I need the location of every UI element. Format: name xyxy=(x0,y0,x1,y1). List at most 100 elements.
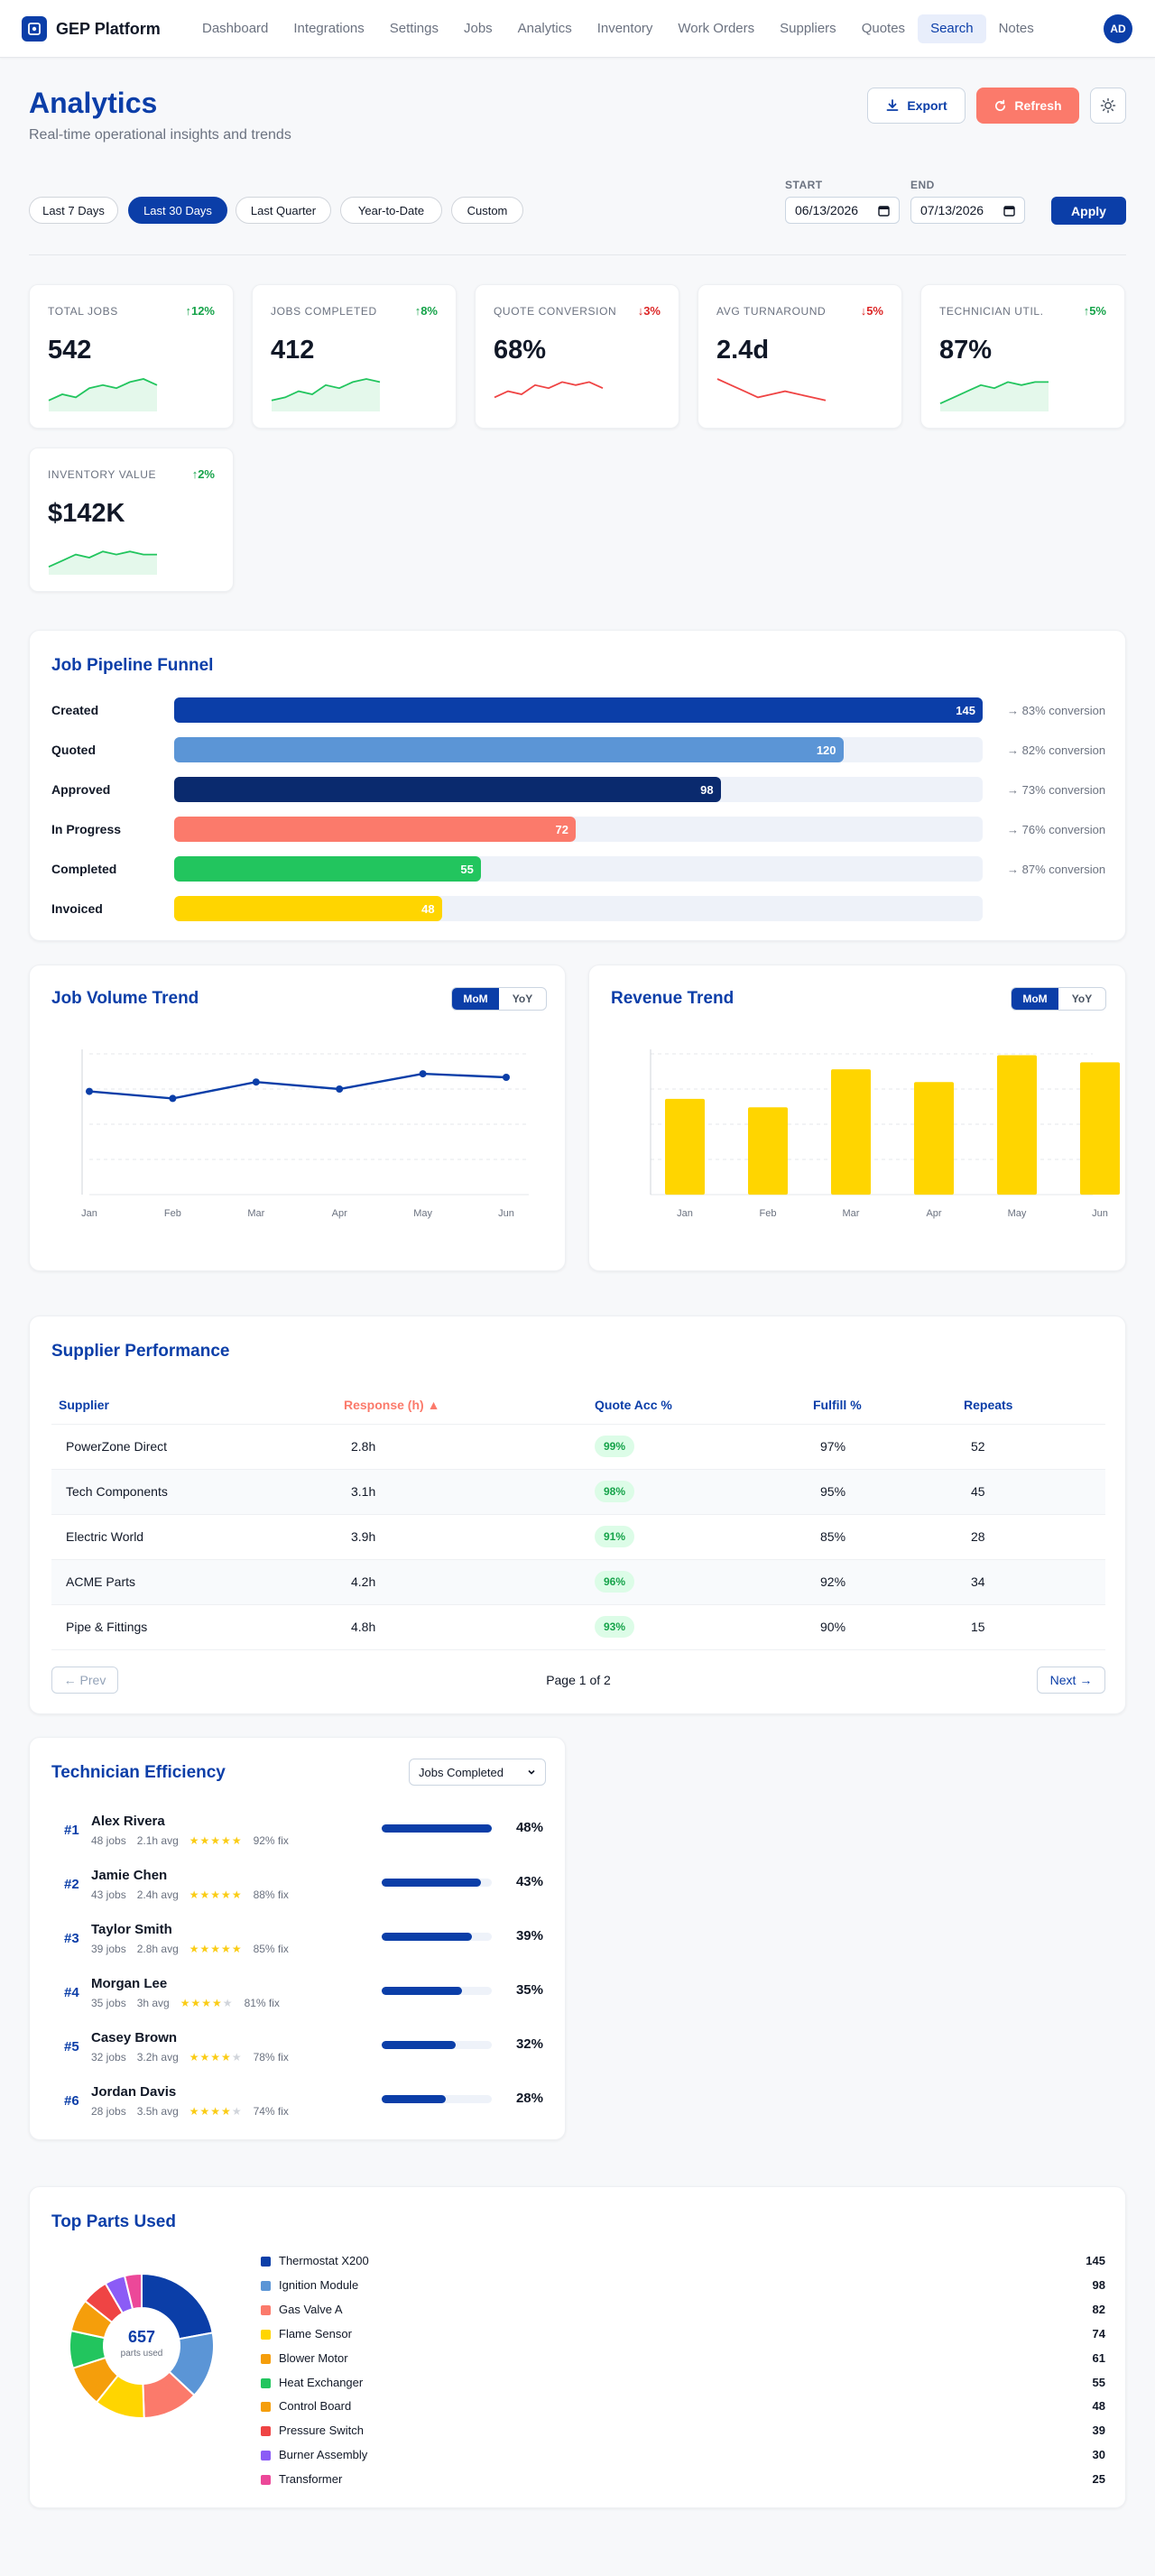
table-row[interactable]: Electric World 3.9h 91% 85% 28 xyxy=(51,1514,1105,1559)
tech-rank: #2 xyxy=(64,1877,79,1892)
x-tick-label: Mar xyxy=(247,1208,264,1219)
column-header[interactable]: Repeats xyxy=(964,1398,1013,1412)
legend-swatch xyxy=(261,2377,271,2388)
star-icon: ★ xyxy=(180,1997,191,2009)
export-button[interactable]: Export xyxy=(867,88,966,124)
funnel-stage-label: Created xyxy=(51,703,99,717)
kpi-value: 412 xyxy=(271,336,315,365)
nav-link-search[interactable]: Search xyxy=(918,14,986,43)
funnel-stage-label: In Progress xyxy=(51,822,122,836)
theme-toggle-button[interactable] xyxy=(1090,88,1126,124)
quote-accuracy-badge: 93% xyxy=(595,1616,635,1638)
kpi-label: TOTAL JOBS xyxy=(48,305,118,318)
toggle-mom[interactable]: MoM xyxy=(452,988,499,1010)
funnel-stage-label: Invoiced xyxy=(51,901,103,916)
legend-item: Control Board 48 xyxy=(261,2398,1105,2414)
end-date-input[interactable]: 07/13/2026 xyxy=(910,197,1025,224)
kpi-delta: ↓3% xyxy=(638,304,661,318)
column-header[interactable]: Supplier xyxy=(59,1398,110,1412)
table-row[interactable]: Tech Components 3.1h 98% 95% 45 xyxy=(51,1469,1105,1514)
star-icon: ★ xyxy=(210,2051,222,2064)
kpi-sparkline xyxy=(48,378,158,411)
donut-slice[interactable] xyxy=(123,2272,143,2311)
range-last-30-days[interactable]: Last 30 Days xyxy=(128,197,227,224)
legend-item: Flame Sensor 74 xyxy=(261,2326,1105,2342)
legend-name: Ignition Module xyxy=(279,2277,359,2292)
range-last-7-days[interactable]: Last 7 Days xyxy=(29,197,118,224)
legend-value: 145 xyxy=(1086,2254,1105,2267)
revenue-bar[interactable] xyxy=(748,1107,788,1195)
revenue-bar[interactable] xyxy=(1080,1062,1120,1195)
parts-card: Top Parts Used 657 parts used Thermostat… xyxy=(29,2186,1126,2508)
legend-name: Transformer xyxy=(279,2472,343,2487)
nav-link-jobs[interactable]: Jobs xyxy=(463,21,493,36)
brand[interactable]: GEP Platform xyxy=(22,16,161,42)
tech-name: Alex Rivera xyxy=(91,1814,165,1829)
kpi-value: 542 xyxy=(48,336,92,365)
apply-button[interactable]: Apply xyxy=(1051,197,1126,225)
toggle-mom[interactable]: MoM xyxy=(1012,988,1058,1010)
kpi-delta-value: 5% xyxy=(1089,304,1106,318)
legend-value: 82 xyxy=(1092,2302,1105,2316)
nav-link-work-orders[interactable]: Work Orders xyxy=(678,21,755,36)
tech-rank: #5 xyxy=(64,2039,79,2054)
nav-link-settings[interactable]: Settings xyxy=(389,21,439,36)
next-page-button[interactable]: Next → xyxy=(1037,1667,1105,1694)
data-point[interactable] xyxy=(169,1094,177,1103)
nav-link-suppliers[interactable]: Suppliers xyxy=(780,21,836,36)
start-date-value: 06/13/2026 xyxy=(795,203,859,217)
legend-value: 74 xyxy=(1092,2326,1105,2341)
legend-item: Ignition Module 98 xyxy=(261,2277,1105,2294)
table-cell: 4.8h xyxy=(351,1620,376,1634)
data-point[interactable] xyxy=(503,1074,510,1081)
revenue-bar[interactable] xyxy=(665,1098,705,1195)
range-custom[interactable]: Custom xyxy=(451,197,523,224)
metric-select[interactable]: Jobs Completed xyxy=(409,1759,546,1786)
refresh-icon xyxy=(995,99,1006,111)
toggle-yoy[interactable]: YoY xyxy=(1071,993,1093,1005)
nav-link-inventory[interactable]: Inventory xyxy=(596,21,653,36)
data-point[interactable] xyxy=(419,1070,427,1078)
kpi-sparkline xyxy=(939,381,1049,411)
revenue-bar[interactable] xyxy=(831,1069,871,1195)
range-year-to-date[interactable]: Year-to-Date xyxy=(340,197,442,224)
revenue-bar[interactable] xyxy=(914,1082,954,1195)
refresh-button[interactable]: Refresh xyxy=(976,88,1079,124)
data-point[interactable] xyxy=(252,1078,260,1086)
nav-link-notes[interactable]: Notes xyxy=(998,21,1034,36)
toggle-yoy[interactable]: YoY xyxy=(512,993,533,1005)
tech-rank: #3 xyxy=(64,1931,79,1946)
table-row[interactable]: ACME Parts 4.2h 96% 92% 34 xyxy=(51,1559,1105,1604)
nav-link-dashboard[interactable]: Dashboard xyxy=(202,21,269,36)
column-header[interactable]: Quote Acc % xyxy=(595,1398,672,1412)
start-date-input[interactable]: 06/13/2026 xyxy=(785,197,900,224)
table-bottom-border xyxy=(51,1649,1105,1650)
table-cell: 4.2h xyxy=(351,1574,376,1589)
revenue-chart: Jan Feb Mar Apr May Jun xyxy=(650,1049,1120,1219)
tech-progress-fill xyxy=(382,1879,481,1887)
nav-link-integrations[interactable]: Integrations xyxy=(293,21,365,36)
range-last-quarter[interactable]: Last Quarter xyxy=(236,197,331,224)
nav-links: Dashboard Integrations Settings Jobs Analyti… xyxy=(189,14,1047,43)
funnel-bar: 48 xyxy=(174,896,442,921)
kpi-value: 68% xyxy=(494,336,547,365)
funnel-title: Job Pipeline Funnel xyxy=(51,656,214,675)
nav-link-analytics[interactable]: Analytics xyxy=(517,21,572,36)
funnel-track: 120 xyxy=(174,737,983,762)
parts-total: 657 xyxy=(127,2328,156,2346)
table-row[interactable]: PowerZone Direct 2.8h 99% 97% 52 xyxy=(51,1424,1105,1469)
column-header[interactable]: Response (h) ▲ xyxy=(344,1398,440,1412)
table-row[interactable]: Pipe & Fittings 4.8h 93% 90% 15 xyxy=(51,1604,1105,1649)
column-header[interactable]: Fulfill % xyxy=(813,1398,862,1412)
data-point[interactable] xyxy=(86,1087,93,1095)
tech-avg: 2.1h avg xyxy=(136,1834,179,1847)
avatar[interactable]: AD xyxy=(1104,14,1132,43)
revenue-bar[interactable] xyxy=(997,1055,1037,1195)
kpi-value: $142K xyxy=(48,499,125,528)
legend-value: 98 xyxy=(1092,2277,1105,2292)
prev-page-button[interactable]: ← Prev xyxy=(51,1667,118,1694)
quote-accuracy-badge: 99% xyxy=(595,1436,635,1457)
data-point[interactable] xyxy=(336,1085,344,1093)
nav-link-quotes[interactable]: Quotes xyxy=(861,21,906,36)
kpi-sparkline xyxy=(48,550,157,575)
